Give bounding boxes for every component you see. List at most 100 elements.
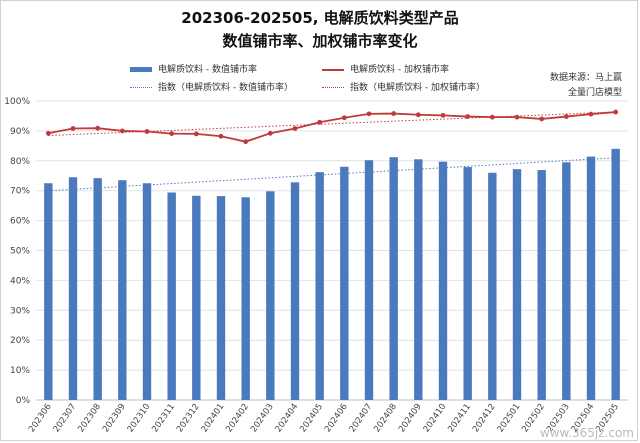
source-line-2: 全量门店模型 — [567, 88, 622, 98]
line-point — [489, 114, 495, 120]
bar — [389, 157, 398, 400]
line-point — [440, 112, 446, 118]
bar — [438, 161, 448, 400]
y-tick-label: 60% — [10, 217, 30, 227]
legend-bar: 电解质饮料 - 数值铺市率 — [130, 62, 257, 75]
line-point — [243, 139, 249, 145]
bar — [142, 183, 152, 400]
x-tick-label: 202306 — [27, 402, 54, 434]
y-tick-label: 0% — [16, 396, 31, 406]
source-line-1: 数据来源：马上赢 — [549, 73, 622, 83]
line-point — [514, 114, 520, 120]
y-tick-label: 50% — [10, 247, 30, 257]
bar — [266, 191, 275, 400]
y-tick-label: 100% — [4, 97, 30, 107]
bar — [44, 183, 53, 400]
bar — [241, 197, 250, 400]
bar — [537, 170, 546, 400]
line-point — [169, 131, 175, 136]
legend-trend-bar-swatch — [130, 87, 152, 88]
y-tick-label: 20% — [10, 336, 30, 346]
x-tick-label: 202402 — [224, 402, 251, 434]
legend-trend-bar-label: 指数（电解质饮料 - 数值铺市率） — [158, 83, 293, 93]
legend-bar-swatch — [130, 67, 152, 72]
line-point — [465, 114, 471, 119]
line-point — [366, 111, 372, 117]
x-tick-label: 202310 — [126, 402, 153, 434]
legend-trend-line: 指数（电解质饮料 - 加权铺市率） — [322, 80, 485, 93]
line-point — [119, 128, 125, 134]
line-point — [588, 111, 594, 117]
chart-title: 202306-202505, 电解质饮料类型产品 — [181, 9, 459, 27]
line-point — [267, 130, 273, 136]
x-tick-label: 202307 — [52, 402, 79, 434]
y-tick-label: 70% — [10, 187, 30, 197]
x-tick-label: 202411 — [446, 402, 473, 434]
y-tick-label: 30% — [10, 306, 30, 316]
bar — [167, 192, 176, 400]
bar — [586, 156, 596, 400]
x-tick-label: 202401 — [200, 402, 227, 434]
bar — [192, 195, 201, 400]
x-tick-label: 202412 — [471, 402, 498, 434]
bar — [315, 172, 324, 400]
x-tick-label: 202407 — [348, 402, 375, 434]
bar — [611, 148, 620, 400]
y-tick-label: 40% — [10, 276, 30, 286]
x-tick-label: 202406 — [323, 402, 350, 434]
legend-line-swatch — [322, 68, 344, 71]
line-series — [48, 111, 616, 143]
line-point — [292, 126, 298, 131]
legend-trend-line-swatch — [322, 87, 344, 88]
x-tick-label: 202404 — [274, 402, 301, 434]
legend-line-label: 电解质饮料 - 加权铺市率 — [350, 65, 449, 75]
x-tick-label: 202403 — [249, 402, 276, 434]
x-tick-label: 202308 — [76, 402, 103, 434]
bar — [93, 178, 102, 400]
x-tick-label: 202408 — [372, 402, 399, 434]
line-point — [193, 131, 199, 137]
line-point — [391, 111, 397, 116]
legend-bar-label: 电解质饮料 - 数值铺市率 — [158, 65, 257, 75]
trendline — [48, 157, 616, 192]
watermark: www.365jz.com — [539, 426, 634, 440]
line-point — [218, 133, 224, 139]
bar — [414, 159, 423, 400]
bar — [340, 166, 349, 400]
bar — [118, 180, 127, 400]
legend-trend-line-label: 指数（电解质饮料 - 加权铺市率） — [350, 83, 485, 93]
x-tick-label: 202405 — [298, 402, 325, 434]
line-point — [415, 112, 421, 118]
line-point — [45, 130, 51, 136]
y-tick-label: 80% — [10, 157, 30, 167]
chart-subtitle: 数值铺市率、加权铺市率变化 — [222, 32, 418, 50]
bar — [512, 169, 522, 400]
line-point — [341, 115, 347, 121]
bar — [68, 177, 78, 400]
line-point — [539, 116, 545, 122]
line-point — [144, 129, 150, 134]
line-point — [563, 114, 569, 119]
y-tick-label: 90% — [10, 127, 30, 137]
x-tick-label: 202410 — [422, 402, 449, 434]
x-tick-label: 202309 — [101, 402, 128, 434]
x-tick-label: 202312 — [175, 402, 202, 434]
x-tick-label: 202311 — [150, 402, 177, 434]
bar — [364, 160, 374, 400]
legend-line: 电解质饮料 - 加权铺市率 — [322, 62, 449, 75]
legend-trend-bar: 指数（电解质饮料 - 数值铺市率） — [130, 80, 293, 93]
line-point — [613, 109, 619, 115]
line-point — [95, 125, 101, 131]
x-tick-label: 202409 — [397, 402, 424, 434]
bar — [488, 172, 497, 400]
bar — [216, 196, 226, 400]
line-point — [70, 126, 76, 131]
y-tick-label: 10% — [10, 366, 30, 376]
bar — [290, 182, 300, 400]
line-point — [317, 119, 323, 125]
bar — [562, 162, 571, 400]
x-tick-label: 202501 — [496, 402, 523, 434]
bar — [463, 167, 472, 400]
